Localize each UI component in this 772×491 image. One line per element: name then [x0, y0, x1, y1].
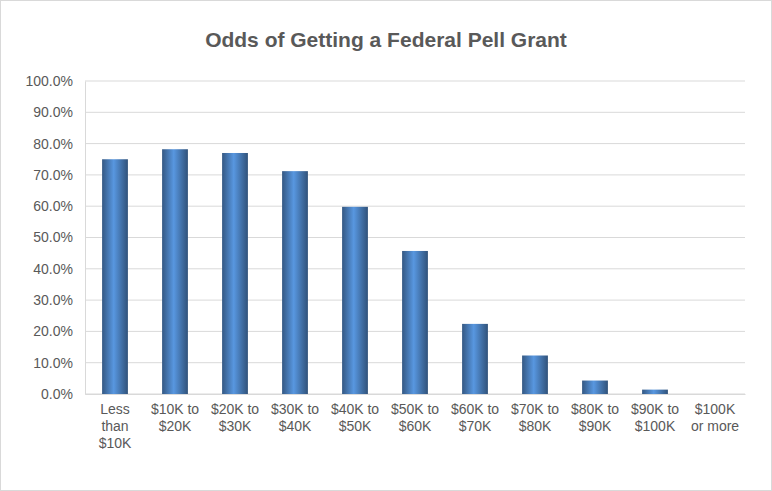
x-tick-label: $80K to$90K — [571, 401, 619, 434]
x-tick: $90K to$100K — [631, 394, 679, 434]
x-tick-label: $40K to$50K — [331, 401, 379, 434]
x-tick: $50K to$60K — [391, 394, 439, 434]
y-tick-label: 100.0% — [26, 73, 73, 89]
y-tick: 20.0% — [33, 323, 85, 339]
y-tick-label: 90.0% — [33, 104, 73, 120]
x-tick: Lessthan$10K — [99, 394, 132, 451]
x-tick-label: Lessthan$10K — [99, 401, 132, 451]
bar — [582, 381, 608, 394]
x-tick-label: $30K to$40K — [271, 401, 319, 434]
bar — [342, 207, 368, 394]
y-axis: 0.0% 10.0% 20.0% 30.0% 40.0% 50.0% 60.0% 70.0% 8… — [26, 73, 86, 402]
y-tick: 10.0% — [33, 355, 85, 371]
y-tick-label: 50.0% — [33, 229, 73, 245]
y-tick-label: 60.0% — [33, 198, 73, 214]
grid-line — [85, 112, 745, 113]
x-tick: $100Kor more — [691, 394, 739, 434]
y-tick: 60.0% — [33, 198, 85, 214]
x-tick-label: $90K to$100K — [631, 401, 679, 434]
x-tick: $40K to$50K — [331, 394, 379, 434]
y-tick: 50.0% — [33, 229, 85, 245]
bar — [282, 171, 308, 394]
x-tick: $30K to$40K — [271, 394, 319, 434]
x-tick: $20K to$30K — [211, 394, 259, 434]
y-tick-label: 0.0% — [41, 386, 73, 402]
grid-line — [85, 81, 745, 82]
y-tick-label: 30.0% — [33, 292, 73, 308]
x-tick-label: $60K to$70K — [451, 401, 499, 434]
y-tick: 40.0% — [33, 261, 85, 277]
y-tick: 80.0% — [33, 136, 85, 152]
y-tick-label: 40.0% — [33, 261, 73, 277]
bar — [102, 159, 128, 394]
y-tick-label: 20.0% — [33, 323, 73, 339]
y-tick-label: 80.0% — [33, 136, 73, 152]
grid — [85, 81, 745, 394]
bars — [102, 149, 668, 394]
y-tick-label: 70.0% — [33, 167, 73, 183]
y-tick: 100.0% — [26, 73, 85, 89]
x-tick: $10K to$20K — [151, 394, 199, 434]
x-tick: $70K to$80K — [511, 394, 559, 434]
x-axis: Lessthan$10K $10K to$20K $20K to$30K $30K t… — [86, 394, 746, 451]
y-tick: 90.0% — [33, 104, 85, 120]
y-tick-label: 10.0% — [33, 355, 73, 371]
chart-title: Odds of Getting a Federal Pell Grant — [205, 28, 567, 51]
x-tick: $60K to$70K — [451, 394, 499, 434]
chart-frame — [1, 1, 772, 491]
bar — [642, 390, 668, 394]
x-tick-label: $100Kor more — [691, 401, 739, 434]
x-axis-line — [86, 394, 746, 395]
x-tick-label: $50K to$60K — [391, 401, 439, 434]
x-tick-label: $20K to$30K — [211, 401, 259, 434]
y-tick: 0.0% — [41, 386, 85, 402]
y-axis-line — [85, 82, 86, 395]
bar — [162, 149, 188, 394]
bar — [462, 324, 488, 394]
y-tick: 30.0% — [33, 292, 85, 308]
bar — [402, 251, 428, 394]
grid-line — [85, 143, 745, 144]
y-tick: 70.0% — [33, 167, 85, 183]
bar — [222, 153, 248, 394]
chart: Odds of Getting a Federal Pell Grant 0.0%… — [0, 0, 772, 491]
bar — [702, 394, 728, 395]
x-tick-label: $10K to$20K — [151, 401, 199, 434]
bar — [522, 356, 548, 394]
x-tick-label: $70K to$80K — [511, 401, 559, 434]
x-tick: $80K to$90K — [571, 394, 619, 434]
